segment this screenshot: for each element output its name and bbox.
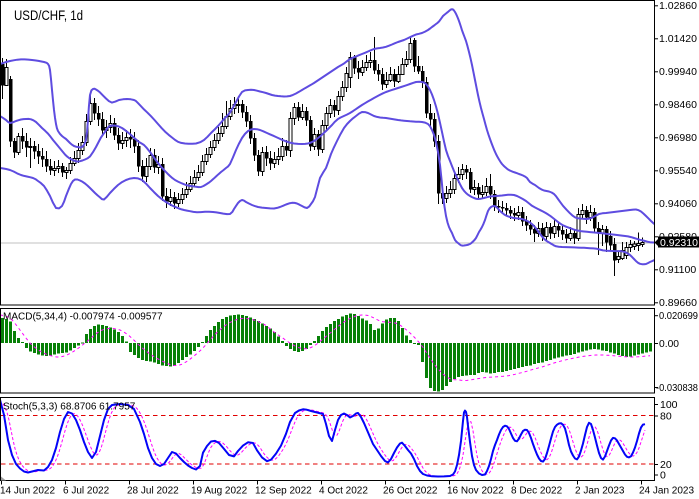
svg-text:12 Sep 2022: 12 Sep 2022 (255, 486, 312, 497)
svg-text:0.99940: 0.99940 (659, 66, 697, 78)
svg-text:Stoch(5,3,3) 68.8706 61.7957: Stoch(5,3,3) 68.8706 61.7957 (3, 402, 136, 413)
svg-text:80: 80 (660, 410, 672, 422)
svg-text:4 Oct 2022: 4 Oct 2022 (319, 486, 368, 497)
svg-text:0.98460: 0.98460 (659, 99, 697, 111)
svg-text:1.01420: 1.01420 (659, 33, 697, 45)
svg-text:19 Aug 2022: 19 Aug 2022 (191, 486, 248, 497)
svg-text:1.02860: 1.02860 (659, 0, 697, 12)
svg-text:0.92310: 0.92310 (660, 237, 698, 249)
svg-text:0.96980: 0.96980 (659, 132, 697, 144)
svg-text:100: 100 (660, 399, 678, 411)
svg-text:0.89660: 0.89660 (659, 297, 697, 309)
svg-text:24 Jan 2023: 24 Jan 2023 (639, 486, 694, 497)
svg-text:0: 0 (660, 469, 666, 481)
svg-text:0.94060: 0.94060 (659, 198, 697, 210)
svg-text:0.020699: 0.020699 (659, 310, 698, 322)
svg-text:26 Oct 2022: 26 Oct 2022 (383, 486, 438, 497)
svg-text:8 Dec 2022: 8 Dec 2022 (511, 486, 563, 497)
svg-text:6 Jul 2022: 6 Jul 2022 (63, 486, 110, 497)
svg-text:28 Jul 2022: 28 Jul 2022 (127, 486, 179, 497)
svg-text:USD/CHF, 1d: USD/CHF, 1d (14, 8, 83, 23)
svg-text:0.95540: 0.95540 (659, 165, 697, 177)
svg-text:0.91100: 0.91100 (659, 264, 696, 276)
svg-text:MACD(5,34,4) -0.007974 -0.0095: MACD(5,34,4) -0.007974 -0.009577 (3, 312, 163, 323)
svg-text:2 Jan 2023: 2 Jan 2023 (575, 486, 625, 497)
svg-text:14 Jun 2022: 14 Jun 2022 (0, 486, 55, 497)
svg-text:20: 20 (660, 459, 672, 471)
svg-text:16 Nov 2022: 16 Nov 2022 (447, 486, 504, 497)
svg-text:0.00: 0.00 (659, 338, 679, 350)
svg-text:-0.030838: -0.030838 (656, 382, 698, 394)
